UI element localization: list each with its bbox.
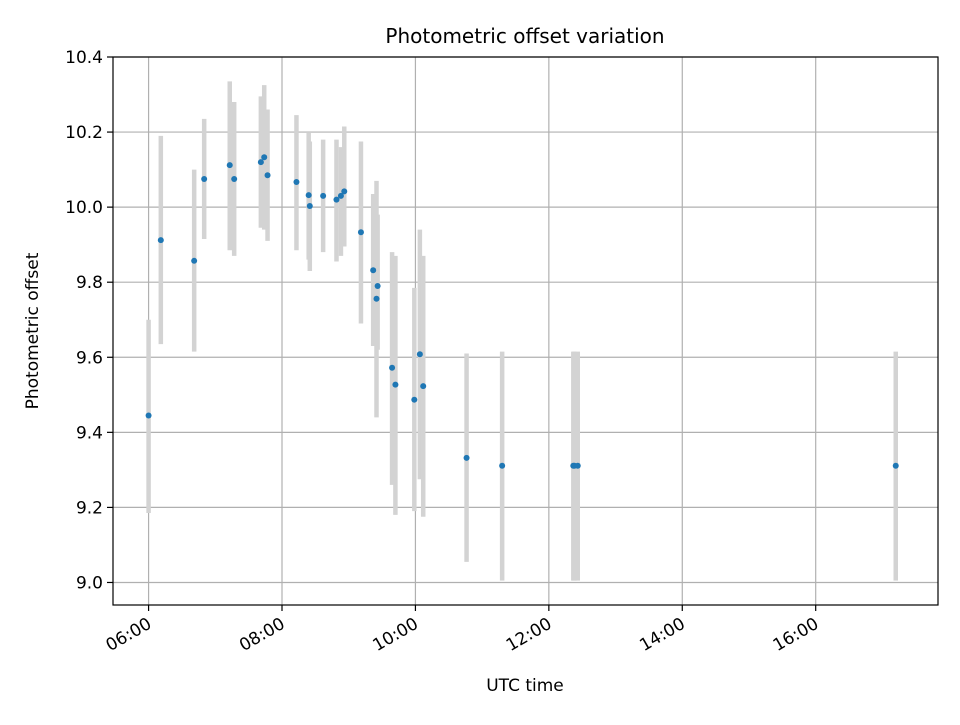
data-point [145, 412, 152, 419]
data-point [226, 162, 233, 169]
data-point [416, 351, 423, 358]
data-point [305, 192, 312, 199]
data-point [420, 383, 427, 390]
data-point [463, 454, 470, 461]
data-point [293, 178, 300, 185]
data-point [373, 295, 380, 302]
data-point [231, 175, 238, 182]
y-tick-label: 9.0 [76, 573, 103, 593]
data-point [411, 396, 418, 403]
y-axis-title: Photometric offset [23, 252, 43, 409]
data-point [157, 237, 164, 244]
y-tick-label: 9.4 [76, 423, 103, 443]
data-point [337, 192, 344, 199]
data-point [333, 196, 340, 203]
y-tick-label: 9.8 [76, 273, 103, 293]
data-point [389, 364, 396, 371]
data-point [392, 381, 399, 388]
data-point [574, 462, 581, 469]
data-point [892, 462, 899, 469]
x-axis-title: UTC time [486, 676, 564, 696]
data-point [264, 172, 271, 179]
y-tick-label: 9.6 [76, 348, 103, 368]
data-point [306, 203, 313, 210]
y-tick-label: 10.2 [65, 123, 103, 143]
data-point [201, 175, 208, 182]
data-point [374, 282, 381, 289]
y-tick-label: 10.0 [65, 198, 103, 218]
data-point [320, 192, 327, 199]
data-point [261, 154, 268, 161]
data-point [499, 462, 506, 469]
data-point [257, 159, 264, 166]
y-tick-label: 9.2 [76, 498, 103, 518]
plot-frame [112, 56, 939, 606]
data-point [341, 188, 348, 195]
data-point [357, 229, 364, 236]
data-point [191, 257, 198, 264]
data-point [370, 267, 377, 274]
data-points [145, 154, 899, 469]
chart-title: Photometric offset variation [385, 24, 664, 48]
y-tick-label: 10.4 [65, 48, 103, 68]
